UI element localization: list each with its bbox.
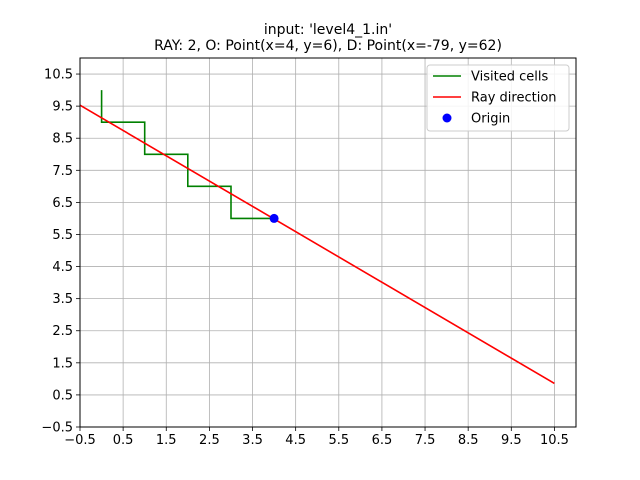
y-tick-label: 9.5 (52, 100, 73, 115)
y-tick-label: 7.5 (52, 164, 73, 179)
y-tick-label: 6.5 (52, 196, 73, 211)
x-tick-label: 6.5 (372, 433, 393, 448)
legend-label-visited-cells: Visited cells (471, 70, 548, 85)
x-axis: −0.5 0.5 1.5 2.5 3.5 4.5 5.5 6.5 7.5 8.5 9.5 10.5 (64, 427, 569, 448)
chart-subtitle: RAY: 2, O: Point(x=4, y=6), D: Point(x=-… (154, 38, 502, 54)
x-tick-label: −0.5 (64, 433, 96, 448)
y-tick-label: −0.5 (41, 421, 73, 436)
origin-point (269, 213, 279, 223)
y-tick-label: 10.5 (44, 68, 73, 83)
y-tick-label: 5.5 (52, 228, 73, 243)
y-tick-label: 2.5 (52, 324, 73, 339)
legend-label-origin: Origin (471, 112, 510, 127)
y-tick-label: 3.5 (52, 292, 73, 307)
y-tick-label: 8.5 (52, 132, 73, 147)
y-tick-label: 4.5 (52, 260, 73, 275)
x-tick-label: 8.5 (458, 433, 479, 448)
x-tick-label: 1.5 (156, 433, 177, 448)
x-tick-label: 10.5 (540, 433, 569, 448)
plot-frame (79, 57, 577, 428)
y-tick-label: 0.5 (52, 388, 73, 403)
x-tick-label: 3.5 (242, 433, 263, 448)
x-tick-label: 4.5 (285, 433, 306, 448)
x-tick-label: 2.5 (199, 433, 220, 448)
x-tick-label: 0.5 (113, 433, 134, 448)
legend: Visited cells Ray direction Origin (426, 64, 570, 132)
chart-title: input: 'level4_1.in' (264, 22, 392, 38)
ray-direction-line (79, 104, 555, 385)
visited-cells-line (100, 90, 275, 220)
legend-box (426, 64, 570, 132)
y-axis: −0.5 0.5 1.5 2.5 3.5 4.5 5.5 6.5 7.5 8.5 9.5 10.5 (41, 68, 80, 436)
x-tick-label: 5.5 (328, 433, 349, 448)
legend-label-ray-direction: Ray direction (471, 91, 557, 106)
legend-swatch-origin (442, 113, 452, 123)
series-layer (79, 90, 555, 385)
x-tick-label: 7.5 (415, 433, 436, 448)
x-tick-label: 9.5 (501, 433, 522, 448)
y-tick-label: 1.5 (52, 356, 73, 371)
